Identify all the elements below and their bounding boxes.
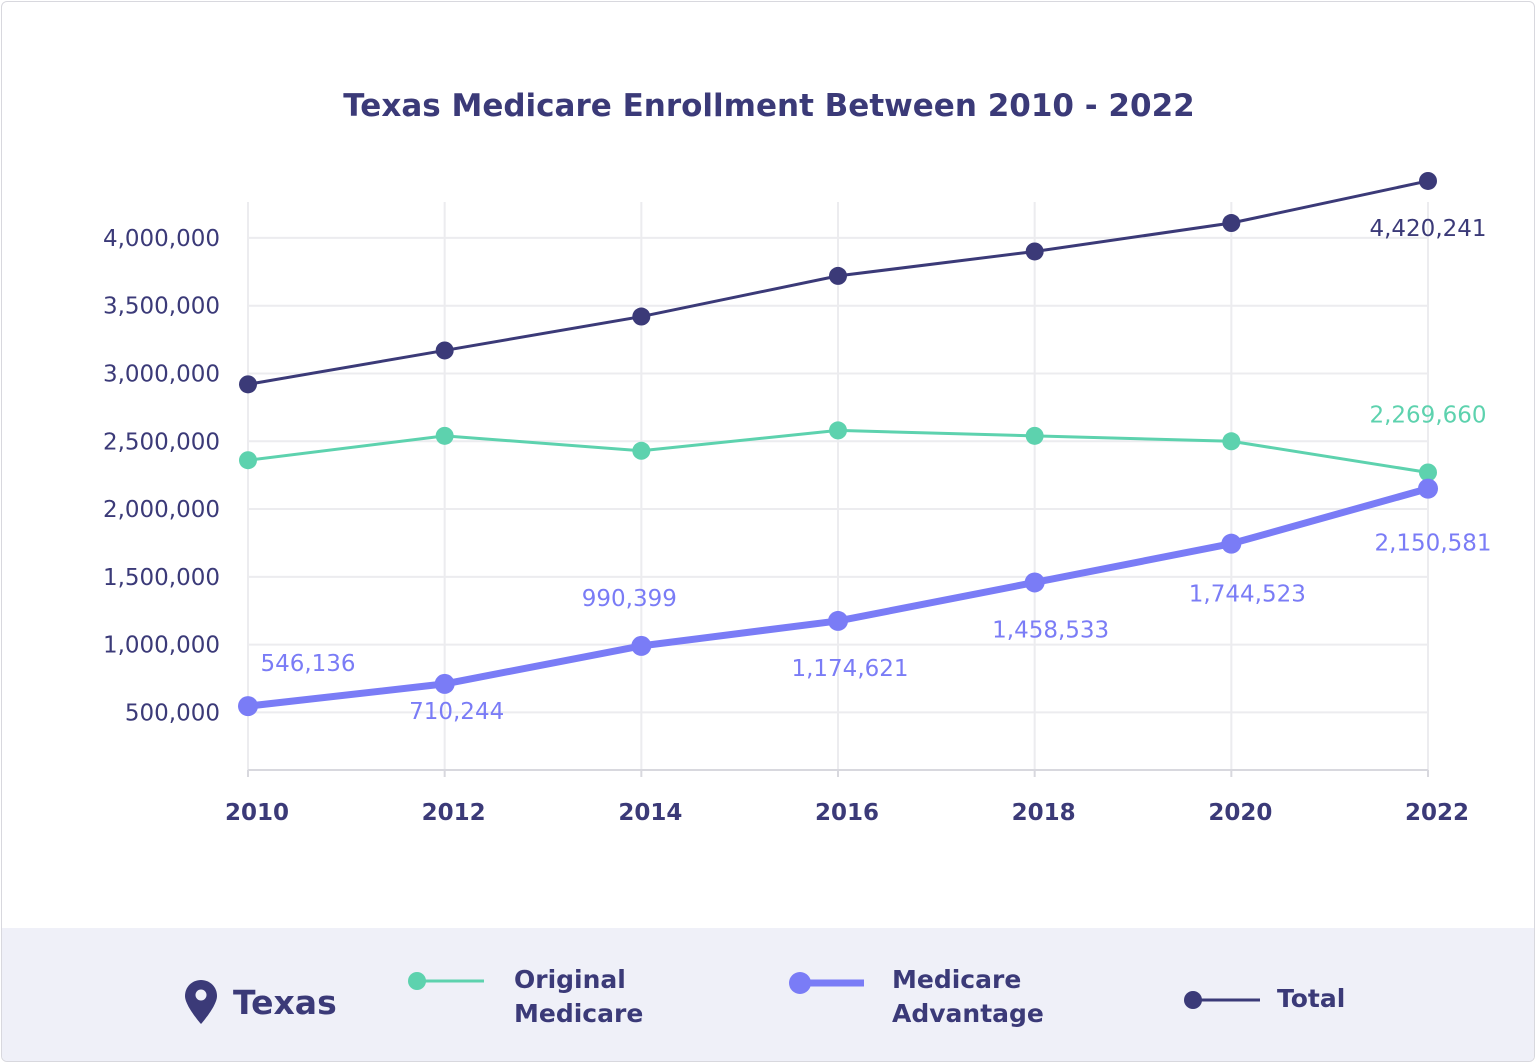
data-point-original-medicare <box>829 421 847 440</box>
data-point-medicare-advantage <box>238 696 258 717</box>
legend-label: Medicare <box>514 999 643 1028</box>
legend: Texas Original Medicare Medicare Advanta… <box>185 965 1345 1028</box>
x-tick-label: 2022 <box>1405 800 1469 826</box>
data-point-original-medicare <box>1025 426 1044 445</box>
legend-band <box>2 928 1534 1061</box>
data-point-medicare-advantage <box>1418 478 1438 499</box>
data-point-total <box>632 307 651 326</box>
y-tick-label: 1,000,000 <box>103 633 220 659</box>
data-point-medicare-advantage <box>631 635 652 656</box>
y-tick-label: 3,500,000 <box>103 294 220 320</box>
data-point-total <box>829 266 847 285</box>
x-tick-label: 2012 <box>422 800 486 826</box>
legend-location: Texas <box>233 983 337 1022</box>
data-point-medicare-advantage <box>1024 572 1045 593</box>
data-point-original-medicare <box>632 441 651 460</box>
legend-label: Advantage <box>892 999 1044 1028</box>
legend-item-medicare-advantage[interactable]: Medicare Advantage <box>789 965 1044 1028</box>
x-tick-label: 2014 <box>618 800 682 826</box>
x-tick-label: 2016 <box>815 800 879 826</box>
data-label-medicare-advantage: 1,744,523 <box>1189 582 1306 608</box>
legend-marker <box>1184 991 1202 1009</box>
legend-label: Original <box>514 965 626 994</box>
x-tick-label: 2010 <box>225 800 289 826</box>
legend-label: Medicare <box>892 965 1021 994</box>
x-tick-label: 2020 <box>1208 800 1272 826</box>
map-pin-icon <box>185 980 217 1024</box>
y-tick-label: 1,500,000 <box>103 565 220 591</box>
axes: 2010 2012 2014 2016 2018 2020 2022 500,000 1,000… <box>103 226 1469 826</box>
y-tick-label: 500,000 <box>125 700 220 726</box>
y-tick-label: 2,000,000 <box>103 497 220 523</box>
data-label-medicare-advantage: 1,174,621 <box>791 656 908 682</box>
data-point-original-medicare <box>1419 463 1437 482</box>
data-label-medicare-advantage: 710,244 <box>409 699 504 725</box>
legend-label: Total <box>1277 984 1345 1013</box>
y-tick-label: 2,500,000 <box>103 429 220 455</box>
data-point-medicare-advantage <box>434 673 455 694</box>
data-point-original-medicare <box>239 451 257 470</box>
data-point-total <box>1419 171 1437 190</box>
data-labels: 2,269,660 546,136 710,244 990,399 1,174,621 1… <box>260 216 1491 725</box>
data-point-medicare-advantage <box>1221 533 1242 554</box>
data-point-original-medicare <box>1222 432 1241 451</box>
data-point-original-medicare <box>435 426 454 445</box>
y-tick-label: 4,000,000 <box>103 226 220 252</box>
data-label-medicare-advantage: 546,136 <box>260 651 355 677</box>
data-point-medicare-advantage <box>828 610 848 631</box>
data-label-total: 4,420,241 <box>1369 216 1486 242</box>
data-label-medicare-advantage: 2,150,581 <box>1374 531 1491 557</box>
legend-marker <box>789 972 811 994</box>
data-label-original-medicare: 2,269,660 <box>1369 402 1486 428</box>
chart-title: Texas Medicare Enrollment Between 2010 -… <box>343 88 1194 124</box>
series-group <box>238 171 1438 717</box>
y-tick-label: 3,000,000 <box>103 361 220 387</box>
legend-marker <box>408 972 426 990</box>
data-point-total <box>239 375 257 394</box>
x-tick-label: 2018 <box>1012 800 1076 826</box>
data-point-total <box>435 341 454 360</box>
legend-item-original-medicare[interactable]: Original Medicare <box>408 965 643 1028</box>
data-label-medicare-advantage: 1,458,533 <box>992 617 1109 643</box>
legend-item-total[interactable]: Total <box>1184 984 1345 1013</box>
data-label-medicare-advantage: 990,399 <box>582 586 677 612</box>
data-point-total <box>1222 214 1241 233</box>
data-point-total <box>1025 242 1044 261</box>
